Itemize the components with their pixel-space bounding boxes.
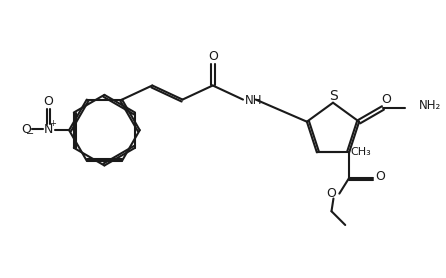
Text: NH: NH: [245, 94, 262, 107]
Text: −: −: [26, 129, 34, 139]
Text: O: O: [376, 170, 385, 183]
Text: O: O: [326, 187, 336, 200]
Text: N: N: [44, 123, 53, 136]
Text: CH₃: CH₃: [350, 147, 371, 157]
Text: O: O: [44, 95, 54, 108]
Text: O: O: [208, 49, 218, 63]
Text: O: O: [381, 93, 391, 106]
Text: O: O: [21, 123, 31, 136]
Text: S: S: [330, 89, 339, 103]
Text: +: +: [49, 119, 56, 128]
Text: NH₂: NH₂: [419, 100, 442, 113]
